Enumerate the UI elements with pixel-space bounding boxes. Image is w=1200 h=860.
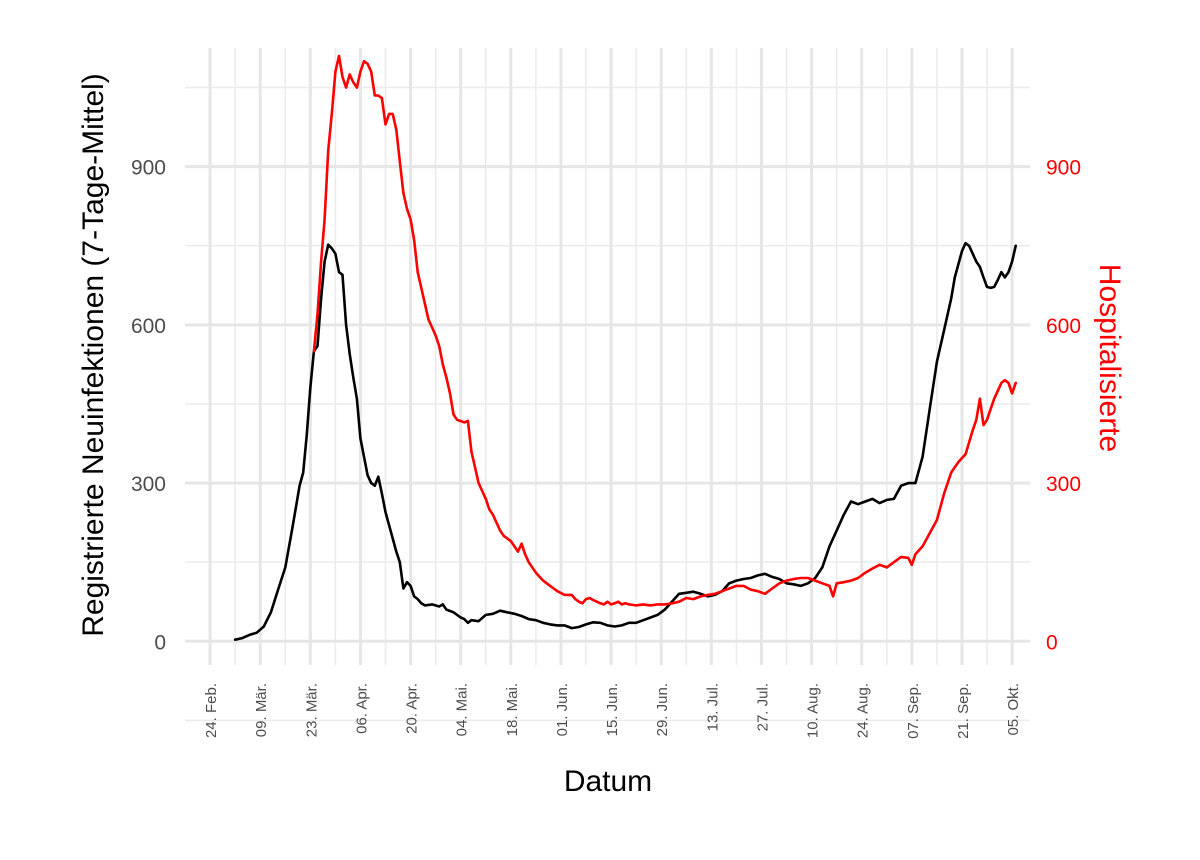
right-y-tick-label: 0 [1046,631,1058,654]
right-axis-title: Hospitalisierte [1093,264,1126,452]
right-y-tick-label: 300 [1046,473,1081,496]
x-axis-title: Datum [564,765,652,798]
infections-line [233,241,1018,642]
right-y-tick-label: 600 [1046,315,1081,338]
x-tick-label: 10. Aug. [805,683,822,738]
x-tick-label: 13. Jul. [704,683,721,731]
left-y-tick-label: 600 [131,315,166,338]
x-axis-ticks: 24. Feb. 09. Mär. 23. Mär. 06. Apr. 20. Apr.… [203,683,1022,739]
x-tick-label: 09. Mär. [253,683,270,737]
x-tick-label: 20. Apr. [404,683,421,734]
left-y-axis-ticks: 0 300 600 900 [131,157,166,655]
right-y-axis-ticks: 0 300 600 900 [1046,157,1081,655]
x-tick-label: 06. Apr. [353,683,370,734]
left-y-tick-label: 300 [131,473,166,496]
x-tick-label: 24. Aug. [855,683,872,738]
x-tick-label: 04. Mai. [454,683,471,736]
x-tick-label: 23. Mär. [303,683,320,737]
left-y-tick-label: 900 [131,157,166,180]
hospitalized-line [312,54,1018,607]
x-tick-label: 24. Feb. [203,683,220,738]
x-tick-label: 29. Jun. [654,683,671,736]
x-tick-label: 01. Jun. [554,683,571,736]
x-tick-label: 21. Sep. [955,683,972,739]
x-tick-label: 07. Sep. [905,683,922,739]
x-tick-label: 18. Mai. [504,683,521,736]
series-lines [233,54,1018,642]
x-tick-label: 05. Okt. [1005,683,1022,736]
left-axis-title: Registrierte Neuinfektionen (7-Tage-Mitt… [77,73,110,637]
left-y-tick-label: 0 [154,631,166,654]
x-tick-label: 15. Jun. [604,683,621,736]
grid-lines [185,48,1030,722]
x-tick-label: 27. Jul. [755,683,772,731]
right-y-tick-label: 900 [1046,157,1081,180]
